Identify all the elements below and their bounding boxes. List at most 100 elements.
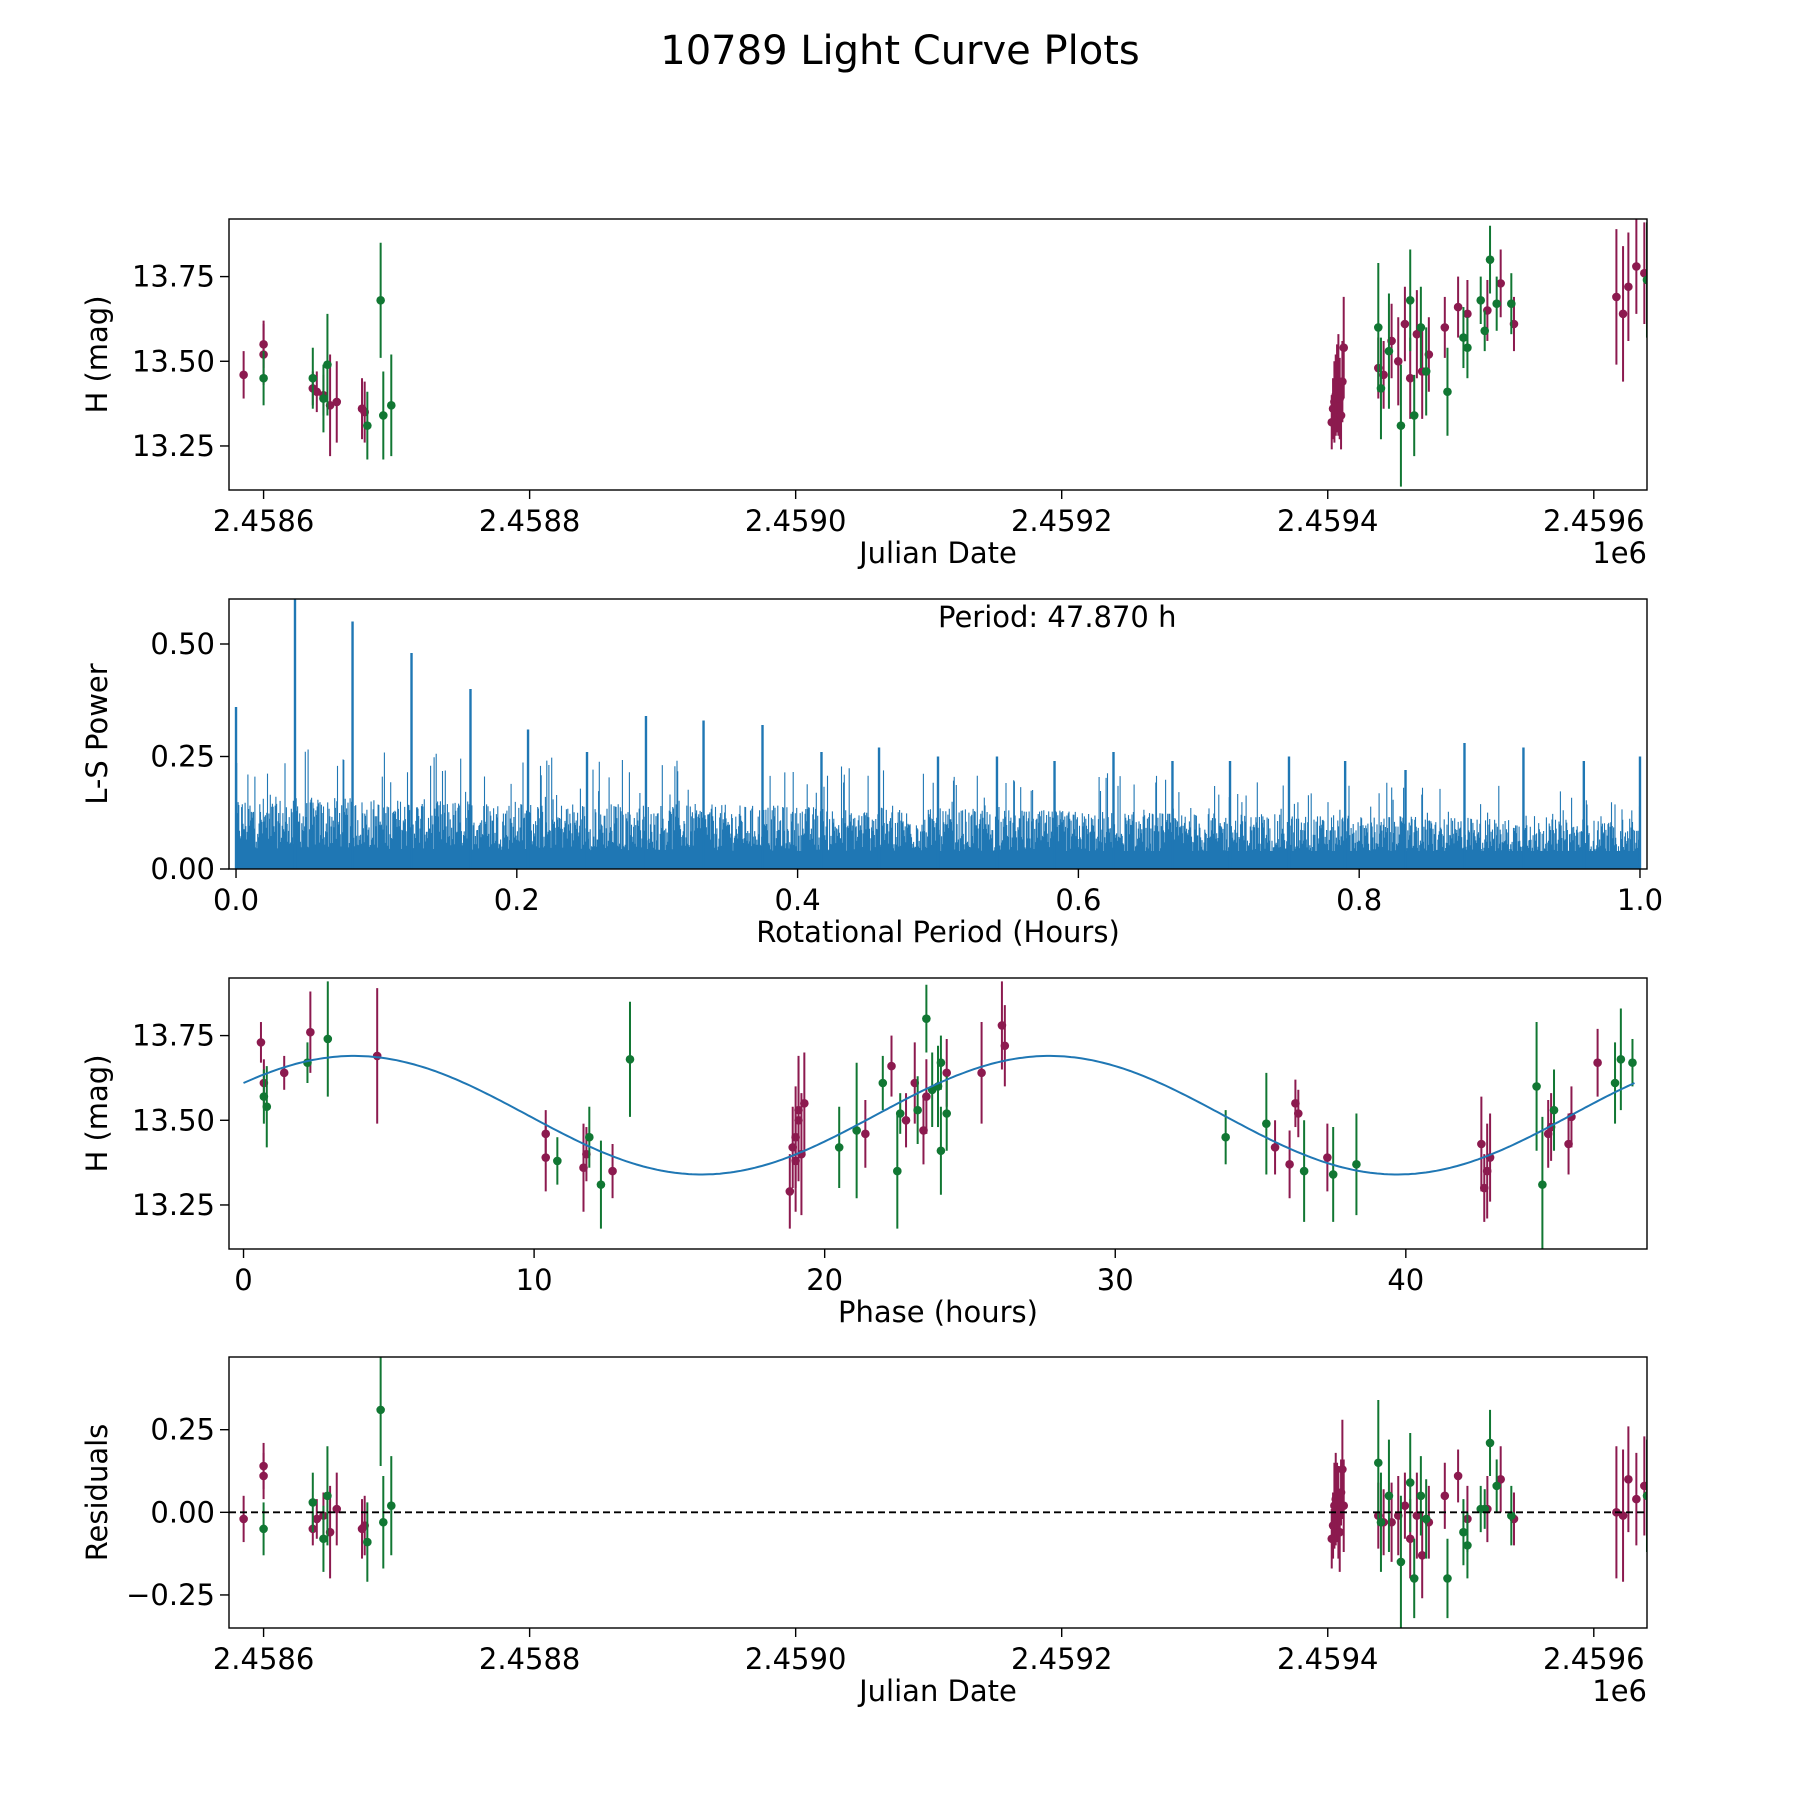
point-marker <box>1463 309 1472 319</box>
point-marker <box>1463 1541 1472 1550</box>
data-point <box>887 1035 896 1097</box>
point-marker <box>1492 299 1501 308</box>
point-marker <box>1492 1481 1501 1491</box>
data-point <box>1294 1089 1303 1138</box>
data-point <box>1624 1426 1633 1533</box>
point-marker <box>608 1166 617 1176</box>
data-point <box>1632 219 1641 314</box>
data-point <box>1421 1479 1431 1559</box>
point-marker <box>1352 1160 1361 1169</box>
series-r <box>239 1419 1647 1599</box>
data-point <box>553 1137 562 1185</box>
data-point <box>541 1123 551 1192</box>
point-marker <box>1485 1438 1495 1448</box>
point-marker <box>1624 1474 1633 1484</box>
point-marker <box>1612 292 1621 302</box>
point-marker <box>219 394 228 403</box>
data-point <box>1384 1439 1394 1552</box>
point-marker <box>1323 1153 1332 1162</box>
data-point <box>895 1093 905 1134</box>
data-point <box>308 1472 318 1533</box>
y-tick-label: 0.00 <box>150 852 215 886</box>
point-marker <box>308 373 318 383</box>
point-marker <box>834 1143 844 1152</box>
data-point <box>379 371 388 460</box>
data-point <box>861 1099 870 1168</box>
point-marker <box>1376 384 1386 393</box>
point-marker <box>1270 1143 1280 1152</box>
point-marker <box>319 1534 328 1544</box>
y-tick-label: 13.75 <box>132 260 215 294</box>
point-marker <box>376 296 385 305</box>
series-r <box>256 981 1602 1229</box>
point-marker <box>1299 1166 1309 1176</box>
y-axis-label: H (mag) <box>80 295 114 413</box>
point-marker <box>1405 296 1415 305</box>
data-point <box>376 242 385 358</box>
data-point <box>379 1475 388 1569</box>
point-marker <box>1421 367 1431 376</box>
point-marker <box>1479 1183 1489 1193</box>
series-r <box>219 219 1647 457</box>
data-point <box>893 1113 902 1229</box>
y-tick-label: 13.50 <box>132 344 215 378</box>
y-tick-label: 0.25 <box>150 740 215 774</box>
point-marker <box>893 1166 902 1176</box>
data-point <box>608 1143 617 1199</box>
data-point <box>1416 286 1426 369</box>
x-tick-label: 2.4596 <box>1543 504 1644 538</box>
data-point <box>279 1055 289 1090</box>
data-point <box>376 1357 385 1467</box>
period-annotation: Period: 47.870 h <box>938 600 1177 634</box>
data-point <box>1618 1449 1628 1582</box>
axes-frame <box>228 977 1648 1250</box>
point-marker <box>1339 1501 1349 1511</box>
series-g <box>259 1357 1647 1628</box>
data-point <box>927 1052 937 1128</box>
point-marker <box>1376 1517 1386 1527</box>
point-marker <box>379 1517 388 1527</box>
point-marker <box>1624 282 1633 292</box>
point-marker <box>319 394 328 403</box>
point-marker <box>332 397 342 407</box>
data-point <box>1416 1456 1426 1536</box>
data-point <box>1221 1110 1230 1165</box>
data-point <box>1549 1069 1559 1151</box>
point-marker <box>1405 1478 1415 1487</box>
point-marker <box>1421 1514 1431 1524</box>
point-marker <box>1335 1527 1345 1537</box>
data-point <box>1632 1452 1641 1546</box>
point-marker <box>1384 346 1394 356</box>
data-point <box>901 1093 911 1148</box>
point-marker <box>1593 1058 1602 1067</box>
data-point <box>1409 374 1419 457</box>
point-marker <box>553 1156 562 1166</box>
data-point <box>363 1502 372 1582</box>
y-axis-label: H (mag) <box>80 1054 114 1172</box>
data-point <box>1640 222 1647 325</box>
data-point <box>259 351 268 406</box>
point-marker <box>1384 1491 1394 1501</box>
point-marker <box>1616 1055 1626 1064</box>
data-point <box>1393 317 1403 406</box>
data-point <box>1496 1446 1505 1513</box>
point-marker <box>1480 326 1490 336</box>
point-marker <box>625 1055 635 1064</box>
x-tick-label: 0 <box>234 1263 252 1297</box>
data-point <box>1376 1472 1386 1572</box>
point-marker <box>1400 319 1410 329</box>
data-point <box>1409 1538 1419 1619</box>
point-marker <box>1412 1511 1422 1520</box>
data-point <box>1492 276 1501 331</box>
data-point <box>1270 1120 1280 1175</box>
point-marker <box>1262 1119 1271 1128</box>
y-axis-label: L-S Power <box>80 663 114 804</box>
plot-area <box>219 219 1647 487</box>
point-marker <box>913 1105 922 1115</box>
point-marker <box>262 1102 272 1112</box>
data-point <box>800 1052 809 1155</box>
data-point <box>1443 1538 1452 1619</box>
x-tick-label: 2.4590 <box>745 504 846 538</box>
data-point <box>1373 263 1383 392</box>
